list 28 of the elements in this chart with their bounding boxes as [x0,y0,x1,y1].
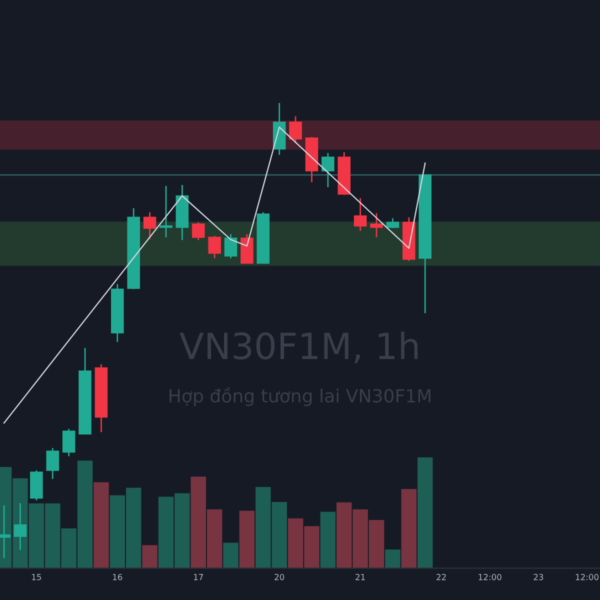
bar [401,488,417,568]
bar [94,482,109,568]
x-tick-label: 17 [194,574,203,580]
candlestick [322,152,334,188]
x-tick-label: 12:00 [576,574,598,580]
x-tick-label: 21 [356,574,365,580]
bar [417,457,433,568]
candlestick [62,428,76,457]
x-tick-label: 16 [113,574,122,580]
bar [239,510,255,568]
candlestick [289,116,302,144]
candlestick [370,212,383,238]
x-tick-label: 22 [436,574,446,580]
bar [320,512,336,568]
bar [142,545,158,568]
bar [385,549,400,568]
x-tick-label: 20 [274,574,284,580]
candlestick [354,197,367,232]
candlestick [224,233,238,259]
x-tick-label: 23 [534,574,544,580]
bar [223,542,238,568]
candlestick [192,222,205,241]
candlestick [46,447,60,480]
candlestick [160,185,172,238]
x-tick-label: 15 [32,574,42,580]
candlestick [208,235,221,259]
x-tick-label: 12:00 [478,574,502,580]
candlestick [143,212,156,240]
